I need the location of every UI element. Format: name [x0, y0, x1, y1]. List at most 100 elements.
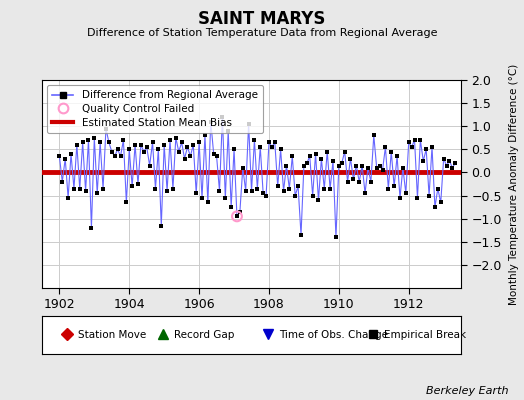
Point [90, 134, 99, 141]
Point [137, 142, 145, 148]
Point [279, 188, 288, 194]
Point [166, 137, 174, 143]
Point [440, 155, 448, 162]
Point [434, 186, 442, 192]
Point [393, 153, 401, 160]
Point [195, 139, 203, 146]
Point [233, 213, 241, 220]
Point [125, 146, 134, 152]
Point [311, 151, 320, 157]
Point [198, 195, 206, 201]
Point [326, 186, 334, 192]
Point [367, 178, 375, 185]
Point [81, 188, 90, 194]
Point [320, 186, 329, 192]
Point [128, 183, 136, 190]
Point [309, 192, 317, 199]
Point [341, 148, 349, 155]
Point [303, 160, 311, 166]
Point [451, 160, 460, 166]
Point [247, 188, 256, 194]
Point [346, 155, 355, 162]
Point [381, 144, 390, 150]
Point [154, 146, 162, 152]
Point [224, 128, 233, 134]
Point [431, 204, 439, 210]
Point [352, 162, 361, 169]
Point [84, 137, 93, 143]
Point [227, 204, 235, 210]
Point [355, 178, 364, 185]
Point [375, 162, 384, 169]
Point [387, 148, 396, 155]
Point [332, 234, 340, 240]
Point [297, 232, 305, 238]
Point [253, 186, 261, 192]
Point [274, 183, 282, 190]
Point [343, 178, 352, 185]
Point [113, 146, 122, 152]
Point [139, 148, 148, 155]
Point [244, 121, 253, 127]
Point [215, 188, 224, 194]
Point [186, 153, 194, 160]
Point [422, 146, 430, 152]
Point [221, 195, 230, 201]
Point [337, 160, 346, 166]
Point [399, 165, 407, 171]
Point [189, 142, 198, 148]
Point [172, 134, 180, 141]
Point [67, 151, 75, 157]
Point [61, 155, 69, 162]
Point [87, 225, 95, 231]
Point [401, 190, 410, 196]
Point [242, 188, 250, 194]
Point [105, 139, 113, 146]
Point [262, 192, 270, 199]
Point [323, 148, 331, 155]
Text: Difference of Station Temperature Data from Regional Average: Difference of Station Temperature Data f… [87, 28, 437, 38]
Point [416, 137, 424, 143]
Point [96, 139, 104, 146]
Point [288, 153, 297, 160]
Legend: Difference from Regional Average, Quality Control Failed, Estimated Station Mean: Difference from Regional Average, Qualit… [47, 85, 263, 133]
Point [99, 186, 107, 192]
Point [378, 167, 387, 173]
Point [64, 195, 72, 201]
Text: SAINT MARYS: SAINT MARYS [198, 10, 326, 28]
Point [148, 139, 157, 146]
Point [265, 139, 273, 146]
Point [256, 144, 265, 150]
Point [390, 183, 398, 190]
Point [413, 195, 422, 201]
Point [146, 162, 154, 169]
Point [174, 148, 183, 155]
Point [442, 162, 451, 169]
Point [349, 176, 357, 182]
Point [445, 158, 454, 164]
Point [210, 151, 218, 157]
Point [369, 132, 378, 139]
Point [358, 162, 366, 169]
Point [75, 186, 84, 192]
Point [233, 213, 241, 220]
Text: Berkeley Earth: Berkeley Earth [426, 386, 508, 396]
Point [119, 137, 128, 143]
Point [335, 162, 343, 169]
Point [396, 195, 404, 201]
Point [111, 153, 119, 160]
Point [201, 132, 209, 139]
Point [300, 162, 308, 169]
Point [160, 142, 168, 148]
Point [73, 142, 81, 148]
Text: Empirical Break: Empirical Break [384, 330, 466, 340]
Point [206, 118, 215, 125]
Point [79, 139, 87, 146]
Point [151, 186, 160, 192]
Point [157, 222, 166, 229]
Point [236, 208, 244, 215]
Point [405, 139, 413, 146]
Point [169, 186, 177, 192]
Point [230, 146, 238, 152]
Point [183, 144, 192, 150]
